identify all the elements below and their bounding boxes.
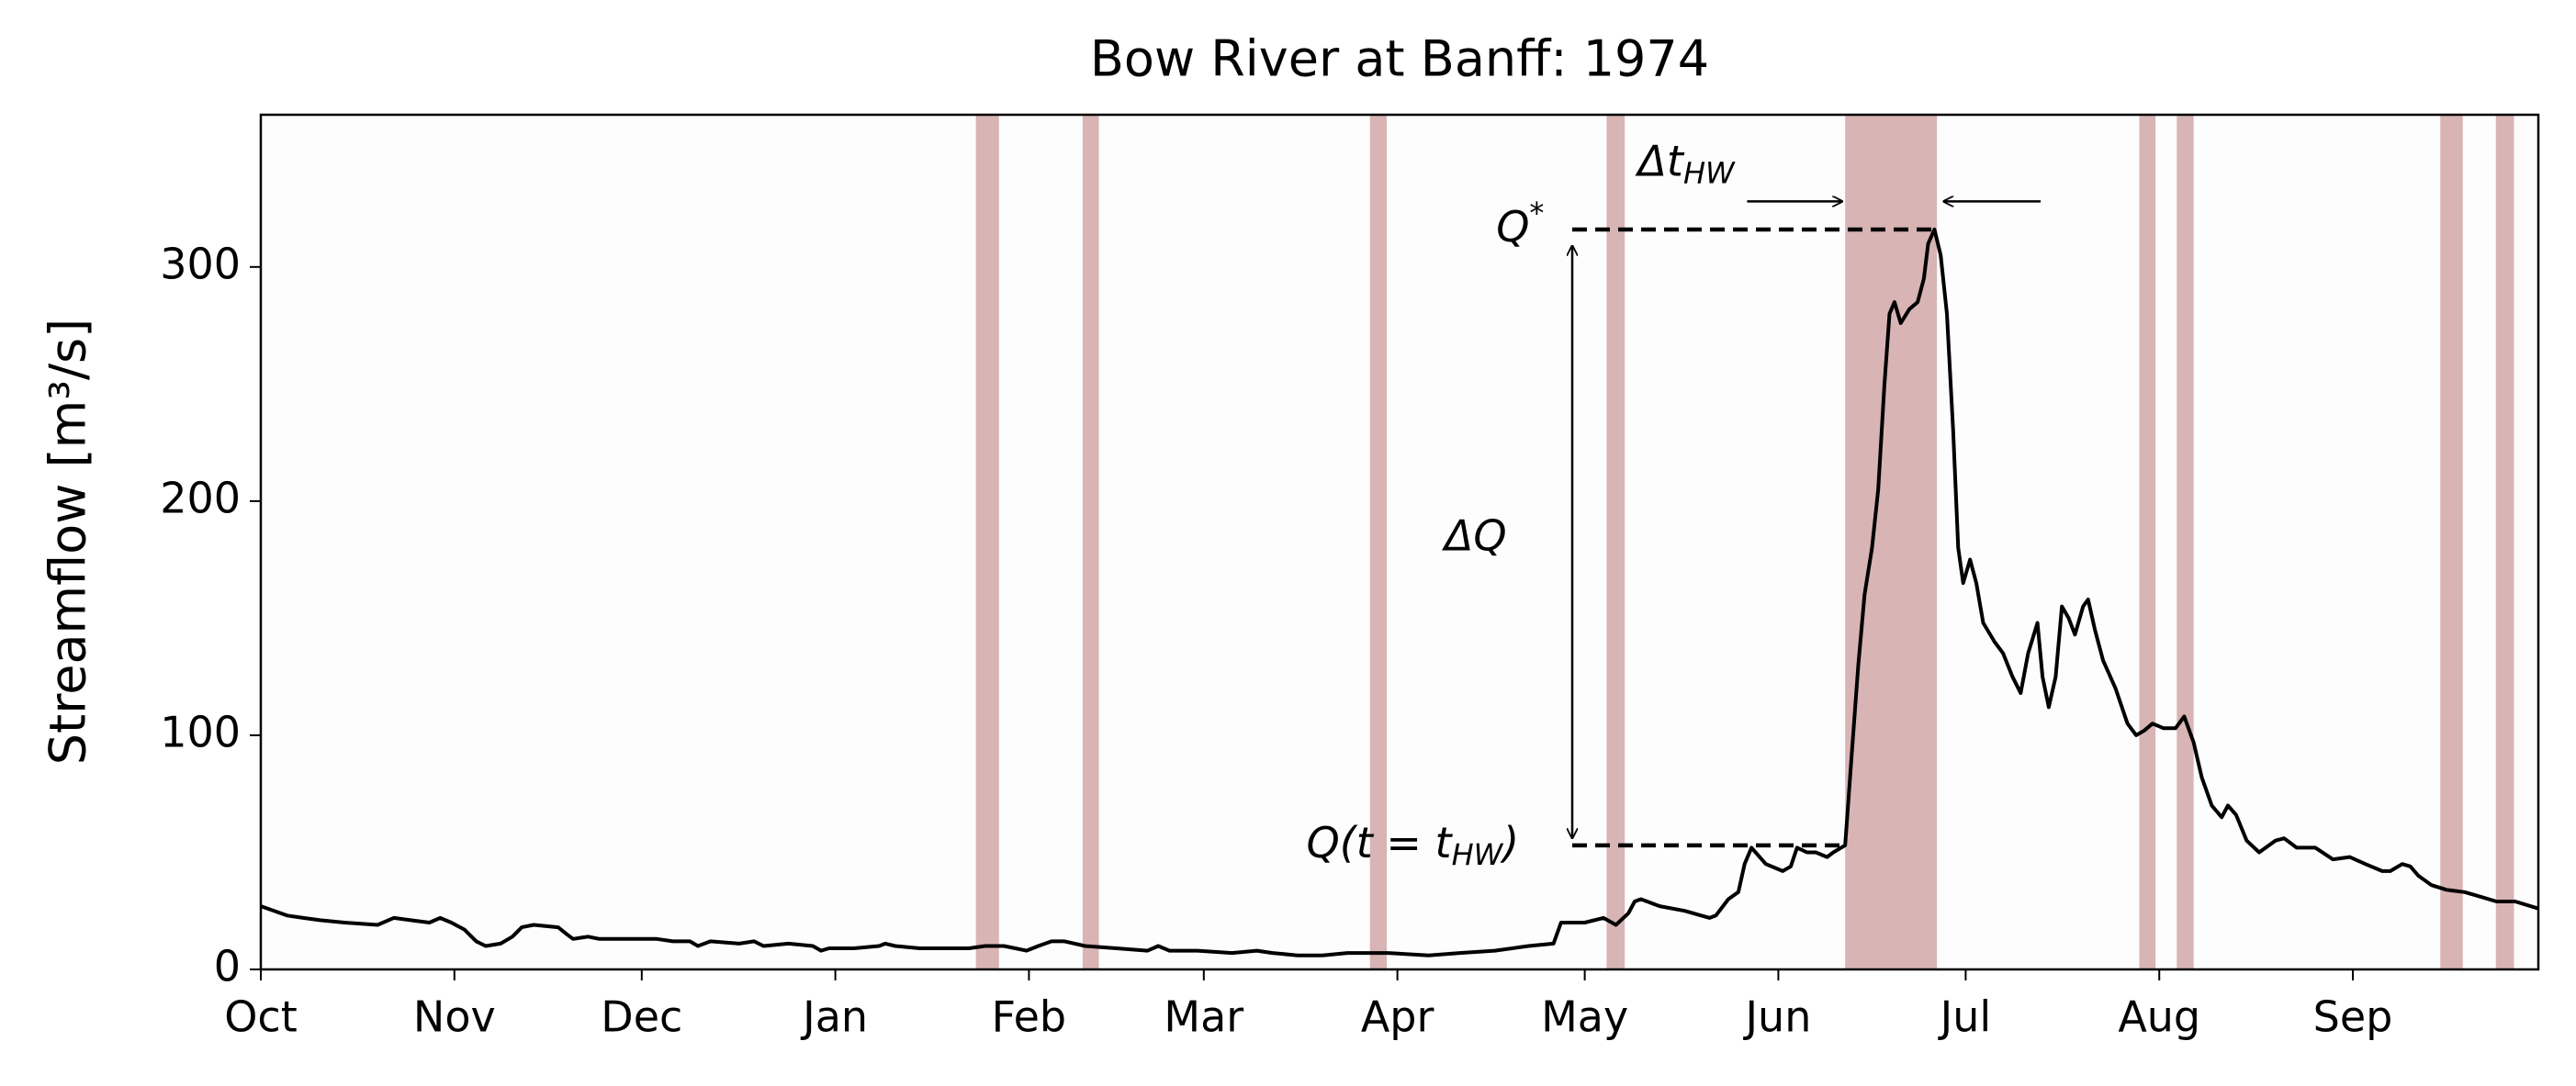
q-star-label-sup: *: [1529, 196, 1544, 230]
heatwave-span: [1369, 115, 1388, 969]
x-tick-label: Apr: [1361, 992, 1434, 1042]
x-tick-label: Feb: [992, 992, 1066, 1042]
q-hw-label-sub: HW: [1452, 837, 1504, 872]
heatwave-span: [2177, 115, 2194, 969]
x-tick-label: Aug: [2118, 992, 2200, 1042]
x-tick-label: Jun: [1742, 992, 1811, 1042]
x-tick-label: May: [1541, 992, 1628, 1042]
heatwave-span: [1082, 115, 1099, 969]
q-star-label-base: Q: [1496, 201, 1529, 251]
q-hw-label-base: Q(t = t: [1307, 817, 1454, 867]
x-tick-label: Oct: [224, 992, 298, 1042]
heatwave-span: [975, 115, 999, 969]
heatwave-span: [2440, 115, 2463, 969]
plot-area: [261, 115, 2538, 969]
q-hw-label-end: ): [1500, 817, 1519, 867]
delta-q-label-base: ΔQ: [1442, 510, 1507, 560]
y-tick-label: 0: [214, 942, 241, 991]
q-hw-label: Q(t = tHW): [1307, 817, 1520, 872]
heatwave-span: [2139, 115, 2156, 969]
x-tick-label: Sep: [2313, 992, 2393, 1042]
axes-frame: [259, 113, 2540, 971]
y-tick-label: 200: [160, 473, 241, 522]
heatwave-span: [1845, 115, 1938, 969]
chart-title: Bow River at Banff: 1974: [1090, 30, 1709, 88]
streamflow-line: [260, 228, 2539, 957]
y-axis-label: Streamflow [m³/s]: [39, 319, 97, 765]
y-tick-label: 300: [160, 239, 241, 288]
delta-q-label: ΔQ: [1442, 510, 1507, 560]
heatwave-span: [1606, 115, 1625, 969]
x-tick-label: Jan: [800, 992, 868, 1042]
x-tick-label: Nov: [413, 992, 496, 1042]
y-tick-label: 100: [160, 707, 241, 756]
q-star-label: Q*: [1496, 196, 1544, 252]
delta-t-label-base: Δt: [1635, 136, 1684, 185]
x-tick-label: Dec: [601, 992, 682, 1042]
delta-t-label-sub: HW: [1683, 156, 1736, 191]
delta-t-label: ΔtHW: [1635, 136, 1736, 191]
x-tick-label: Jul: [1938, 992, 1992, 1042]
x-tick-label: Mar: [1164, 992, 1243, 1042]
heatwave-span: [2495, 115, 2514, 969]
